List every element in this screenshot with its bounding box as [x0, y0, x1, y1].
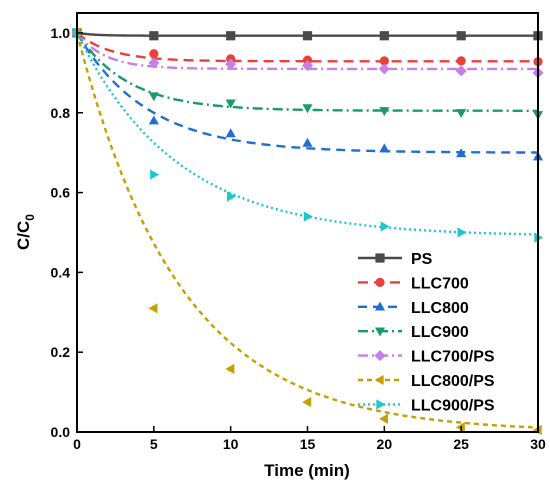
data-point-llc700-ps	[148, 57, 160, 69]
legend-marker-llc800	[374, 301, 386, 311]
data-point-llc700-ps	[301, 60, 314, 72]
data-point-llc800-ps	[148, 303, 158, 314]
data-point-llc800-ps	[225, 363, 235, 375]
y-tick-label: 0.8	[51, 105, 71, 121]
data-point-llc800	[456, 148, 467, 158]
y-axis-label: C/C0	[14, 214, 37, 250]
x-tick-label: 20	[377, 436, 393, 452]
data-point-llc700-ps	[455, 65, 467, 77]
legend-marker-llc900	[374, 327, 386, 337]
data-point-llc900	[456, 109, 467, 119]
data-point-llc900-ps	[150, 169, 160, 180]
legend-label-ps: PS	[411, 251, 433, 268]
data-point-llc900	[225, 99, 236, 109]
data-point-llc700	[149, 49, 159, 59]
legend: PS LLC700 LLC800 LLC900 LLC700/PS LLC800/PS LL…	[358, 251, 495, 414]
data-point-llc800-ps	[379, 413, 389, 424]
data-point-ps	[149, 31, 159, 41]
y-axis-label-subscript: 0	[23, 214, 37, 221]
y-tick-label: 1.0	[51, 25, 71, 41]
legend-marker-ps	[375, 253, 385, 263]
data-point-llc900-ps	[303, 211, 313, 222]
data-point-llc800	[379, 143, 390, 153]
fit-curves	[75, 31, 539, 429]
data-point-llc800	[225, 128, 236, 138]
legend-label-llc900: LLC900	[411, 324, 469, 341]
data-point-ps	[379, 31, 389, 41]
x-tick-label: 25	[453, 436, 469, 452]
data-point-llc800-ps	[455, 422, 465, 433]
data-point-llc800	[302, 137, 313, 147]
x-tick-label: 5	[150, 436, 158, 452]
data-point-llc900-ps	[380, 221, 390, 232]
data-point-llc700	[379, 56, 389, 66]
x-tick-label: 10	[223, 436, 239, 452]
data-point-llc800	[148, 115, 159, 125]
data-point-llc700-ps	[225, 58, 237, 70]
y-tick-label: 0.2	[51, 344, 71, 360]
data-point-llc900	[148, 92, 159, 102]
y-tick-label: 0.0	[51, 424, 71, 440]
fit-line-llc900	[76, 32, 538, 113]
y-axis-ticks: 0.0 0.2 0.4 0.6 0.8 1.0	[51, 25, 83, 440]
data-point-llc700	[302, 55, 313, 65]
legend-label-llc800-ps: LLC800/PS	[411, 373, 495, 390]
plot-frame	[76, 12, 539, 433]
data-point-llc700	[456, 56, 466, 66]
data-point-llc900-ps	[457, 227, 467, 238]
legend-label-llc700: LLC700	[411, 275, 469, 292]
legend-marker-llc900-ps	[376, 399, 386, 410]
y-axis-label-main: C/C	[14, 221, 33, 250]
data-point-ps	[226, 31, 236, 41]
x-axis-ticks: 0 5 10 15 20 25 30	[73, 426, 546, 452]
data-point-llc900	[379, 107, 390, 117]
legend-label-llc800: LLC800	[411, 300, 469, 317]
x-tick-label: 30	[530, 436, 546, 452]
legend-marker-llc800-ps	[374, 374, 384, 386]
legend-label-llc700-ps: LLC700/PS	[411, 349, 495, 366]
fit-line-llc800-ps	[75, 32, 539, 429]
data-point-ps	[302, 31, 313, 41]
x-tick-label: 0	[73, 436, 81, 452]
x-axis-label: Time (min)	[264, 461, 350, 480]
y-tick-label: 0.4	[51, 264, 71, 280]
data-point-llc700-ps	[378, 63, 390, 75]
y-tick-label: 0.6	[51, 185, 71, 201]
data-point-llc900-ps	[226, 191, 236, 202]
data-point-ps	[456, 31, 466, 41]
legend-marker-llc700	[375, 277, 385, 287]
fit-line-llc800	[75, 32, 538, 154]
legend-label-llc900-ps: LLC900/PS	[411, 397, 495, 414]
data-point-llc800-ps	[302, 397, 312, 408]
legend-marker-llc700-ps	[374, 350, 386, 362]
data-point-llc900	[302, 104, 313, 114]
x-tick-label: 15	[300, 436, 316, 452]
